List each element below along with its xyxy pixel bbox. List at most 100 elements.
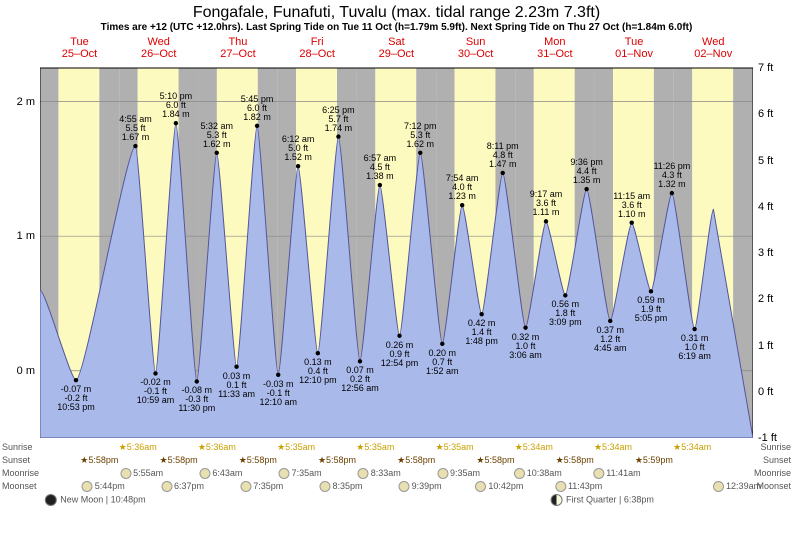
celestial-row-label: Moonset [2,481,37,491]
date-label: Mon31–Oct [515,36,594,60]
star-icon: ★ [318,455,326,465]
celestial-time: 11:43pm [555,481,602,492]
celestial-time: 6:37pm [161,481,204,492]
tide-extreme-label: 0.03 m0.1 ft11:33 am [218,372,255,399]
chart-subtitle: Times are +12 (UTC +12.0hrs). Last Sprin… [0,22,793,33]
celestial-row-label: Sunset [763,455,791,465]
celestial-time: ★5:59pm [635,455,673,466]
tide-extreme-label: 7:12 pm5.3 ft1.62 m [404,122,437,149]
tide-chart-container: Fongafale, Funafuti, Tuvalu (max. tidal … [0,0,793,539]
dow: Sun [466,36,486,48]
date: 01–Nov [615,48,653,60]
celestial-time: ★5:34am [515,442,553,453]
tide-extreme-label: 0.26 m0.9 ft12:54 pm [381,341,419,368]
y-axis-tick-m: 1 m [5,230,35,242]
moon-icon [319,481,330,492]
moon-phase-icon [551,494,563,506]
star-icon: ★ [594,442,602,452]
star-icon: ★ [119,442,127,452]
moon-icon [555,481,566,492]
date: 30–Oct [458,48,493,60]
star-icon: ★ [356,442,364,452]
celestial-time: 7:35am [279,468,322,479]
dow: Thu [228,36,247,48]
tide-extreme-label: 6:25 pm5.7 ft1.74 m [322,106,355,133]
tide-extreme-label: 0.59 m1.9 ft5:05 pm [635,296,668,323]
tide-extreme-label: -0.02 m-0.1 ft10:59 am [137,378,175,405]
moon-icon [475,481,486,492]
star-icon: ★ [80,455,88,465]
y-axis-tick-ft: 6 ft [758,108,788,120]
celestial-time: ★5:35am [436,442,474,453]
date: 27–Oct [220,48,255,60]
y-axis-tick-ft: 0 ft [758,386,788,398]
celestial-time: 6:43am [199,468,242,479]
moon-icon [279,468,290,479]
tide-extreme-label: 11:26 pm4.3 ft1.32 m [653,162,690,189]
tide-extreme-label: 0.07 m0.2 ft12:56 am [341,366,379,393]
celestial-time: 11:41am [593,468,640,479]
date: 02–Nov [694,48,732,60]
star-icon: ★ [673,442,681,452]
tide-extreme-label: 0.42 m1.4 ft1:48 pm [465,319,498,346]
dow: Wed [702,36,724,48]
celestial-time: 7:35pm [240,481,283,492]
date-label: Wed02–Nov [674,36,753,60]
celestial-time: ★5:36am [198,442,236,453]
star-icon: ★ [476,455,484,465]
date-label: Tue25–Oct [40,36,119,60]
date-label: Thu27–Oct [198,36,277,60]
dow: Tue [70,36,89,48]
celestial-row-label: Sunrise [2,442,33,452]
tide-extreme-label: 11:15 am3.6 ft1.10 m [613,192,650,219]
moon-icon [437,468,448,479]
tide-extreme-label: 0.56 m1.8 ft3:09 pm [549,300,582,327]
moon-icon [399,481,410,492]
date: 28–Oct [299,48,334,60]
y-axis-tick-ft: 7 ft [758,62,788,74]
y-axis-tick-m: 2 m [5,96,35,108]
celestial-time: ★5:58pm [556,455,594,466]
date-label: Tue01–Nov [595,36,674,60]
celestial-row-label: Moonrise [754,468,791,478]
moon-icon [161,481,172,492]
tide-extreme-label: 6:57 am4.5 ft1.38 m [364,154,397,181]
celestial-time: ★5:58pm [476,455,514,466]
moon-phase: New Moon | 10:48pm [45,494,145,506]
y-axis-tick-m: 0 m [5,365,35,377]
date-label: Sat29–Oct [357,36,436,60]
celestial-row-label: Moonrise [2,468,39,478]
tide-extreme-label: 9:36 pm4.4 ft1.35 m [570,158,603,185]
dow: Fri [311,36,324,48]
star-icon: ★ [515,442,523,452]
celestial-row-label: Moonset [756,481,791,491]
celestial-time: 10:42pm [475,481,523,492]
celestial-time: 5:44pm [82,481,125,492]
tide-extreme-label: -0.03 m-0.1 ft12:10 am [259,380,297,407]
celestial-time: ★5:35am [356,442,394,453]
tide-extreme-label: 0.13 m0.4 ft12:10 pm [299,358,337,385]
star-icon: ★ [556,455,564,465]
dow: Mon [544,36,565,48]
moon-phase-icon [45,494,57,506]
celestial-time: 8:33am [358,468,401,479]
star-icon: ★ [277,442,285,452]
celestial-time: ★5:58pm [80,455,118,466]
date: 29–Oct [379,48,414,60]
moon-icon [240,481,251,492]
tide-extreme-label: 4:55 am5.5 ft1.67 m [119,115,152,142]
y-axis-tick-ft: 4 ft [758,201,788,213]
celestial-time: 9:39pm [399,481,442,492]
star-icon: ★ [635,455,643,465]
tide-extreme-label: 9:17 am3.6 ft1.11 m [530,190,563,217]
tide-extreme-label: 0.31 m1.0 ft6:19 am [678,334,711,361]
tide-extreme-label: 5:32 am5.3 ft1.62 m [200,122,233,149]
celestial-time: 8:35pm [319,481,362,492]
star-icon: ★ [159,455,167,465]
tide-extreme-label: 5:10 pm6.0 ft1.84 m [160,92,193,119]
moon-icon [199,468,210,479]
dow: Tue [625,36,644,48]
celestial-time: 10:38am [514,468,562,479]
tide-extreme-label: 0.32 m1.0 ft3:06 am [509,333,542,360]
date: 25–Oct [62,48,97,60]
